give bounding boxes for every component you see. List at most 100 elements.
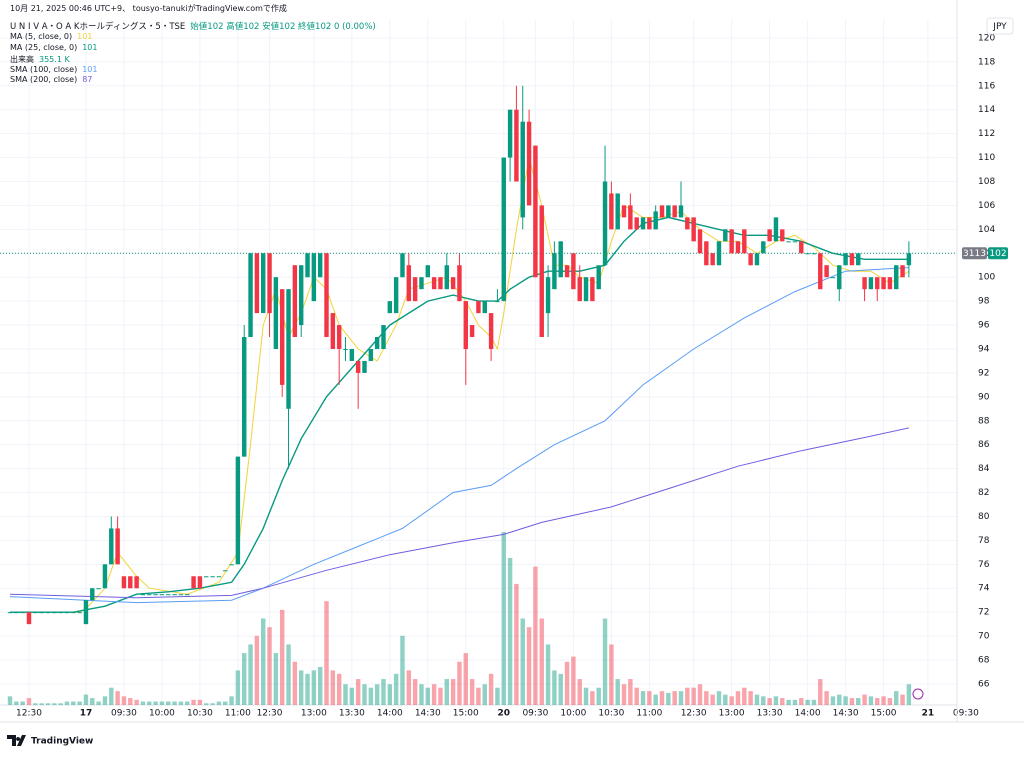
volume-bar: [577, 679, 582, 705]
candle-body: [868, 277, 874, 290]
candle-body: [381, 325, 386, 349]
candle-body: [837, 265, 842, 290]
volume-bar: [514, 583, 519, 705]
legend-text: 101: [82, 43, 98, 52]
volume-bar: [697, 684, 703, 705]
x-tick-label: 14:30: [833, 709, 859, 719]
candle-body: [609, 193, 614, 230]
volume-bar: [425, 687, 431, 705]
volume-bar: [609, 644, 614, 705]
y-tick-label: 88: [978, 416, 990, 426]
volume-bar: [362, 684, 367, 705]
x-tick-label: 10:30: [598, 709, 624, 719]
candle-body: [305, 253, 310, 278]
legend-text: 101: [77, 32, 93, 41]
x-tick-label: 10:00: [149, 709, 175, 719]
candle-body: [767, 229, 772, 242]
volume-bar: [235, 670, 241, 705]
x-tick-label: 20: [497, 709, 510, 719]
volume-bar: [501, 532, 506, 705]
candle-body: [172, 594, 177, 596]
y-tick-label: 94: [978, 344, 990, 354]
x-tick-label: 12:30: [257, 709, 283, 719]
volume-bar: [64, 701, 70, 705]
candle-body: [197, 576, 203, 589]
volume-bar: [849, 698, 855, 705]
x-tick-label: 17: [80, 709, 93, 719]
candle-body: [204, 576, 209, 578]
volume-bar: [590, 691, 595, 705]
volume-bar: [780, 698, 785, 705]
candle-body: [159, 594, 165, 596]
candle-body: [704, 241, 709, 266]
candle-body: [539, 205, 544, 338]
x-tick-label: 10:00: [560, 709, 586, 719]
volume-bar: [431, 684, 437, 705]
candle-body: [805, 253, 810, 255]
x-tick-label: 13:00: [719, 709, 745, 719]
x-tick-label: 12:30: [16, 709, 42, 719]
candle-body: [545, 277, 551, 314]
volume-bar: [875, 698, 880, 705]
candle-body: [558, 241, 563, 278]
candle-body: [583, 277, 589, 302]
candle-body: [324, 253, 329, 338]
logo: [7, 735, 26, 746]
candle-body: [45, 612, 51, 614]
volume-bar: [267, 627, 272, 705]
volume-bar: [33, 703, 38, 705]
currency-box: [986, 17, 1014, 35]
volume-bar: [666, 692, 671, 705]
candle-body: [273, 277, 279, 349]
volume-bar: [463, 653, 468, 705]
volume-bar: [583, 687, 589, 705]
x-tick-label: 14:00: [377, 709, 403, 719]
candle-body: [514, 109, 519, 182]
volume-bar: [830, 696, 836, 705]
volume-bar: [469, 679, 475, 705]
volume-bar: [400, 635, 405, 705]
candle-body: [761, 241, 766, 254]
volume-bar: [330, 670, 336, 705]
candle-body: [647, 217, 652, 230]
candle-body: [419, 277, 424, 290]
candle-body: [393, 277, 399, 314]
legend-text: 出来高: [10, 55, 34, 64]
volume-bar: [868, 696, 874, 705]
volume-bar: [761, 696, 766, 705]
candle-body: [507, 109, 513, 158]
candle-body: [628, 205, 633, 230]
candle-body: [729, 229, 734, 254]
y-tick-label: 108: [978, 177, 995, 187]
volume-bar: [406, 670, 412, 705]
legend-entry: SMA (100, close) 101: [10, 65, 102, 74]
y-tick-label: 98: [978, 297, 990, 307]
legend-text: 355.1 K: [39, 55, 70, 64]
y-tick-label: 96: [978, 321, 990, 331]
candle-body: [590, 277, 595, 302]
volume-bar: [634, 687, 639, 705]
volume-bar: [83, 694, 89, 705]
candle-body: [64, 612, 70, 614]
candle-body: [830, 277, 836, 279]
volume-bar: [647, 691, 652, 705]
y-tick-label: 112: [978, 129, 995, 139]
volume-bar: [786, 699, 791, 705]
candle-body: [450, 277, 456, 290]
volume-bar: [621, 684, 627, 705]
volume-bar: [545, 644, 551, 705]
y-tick-label: 92: [978, 368, 989, 378]
volume-bar: [539, 618, 544, 705]
volume-bar: [507, 557, 513, 705]
volume-bar: [748, 691, 753, 705]
volume-bar: [260, 618, 266, 705]
candle-body: [640, 217, 646, 230]
volume-bar: [444, 679, 450, 705]
volume-bar: [552, 670, 557, 705]
candle-body: [298, 265, 304, 326]
y-tick-label: 78: [978, 536, 990, 546]
volume-bar: [754, 694, 760, 705]
legend-text: 87: [82, 75, 93, 84]
candle-body: [292, 265, 298, 338]
